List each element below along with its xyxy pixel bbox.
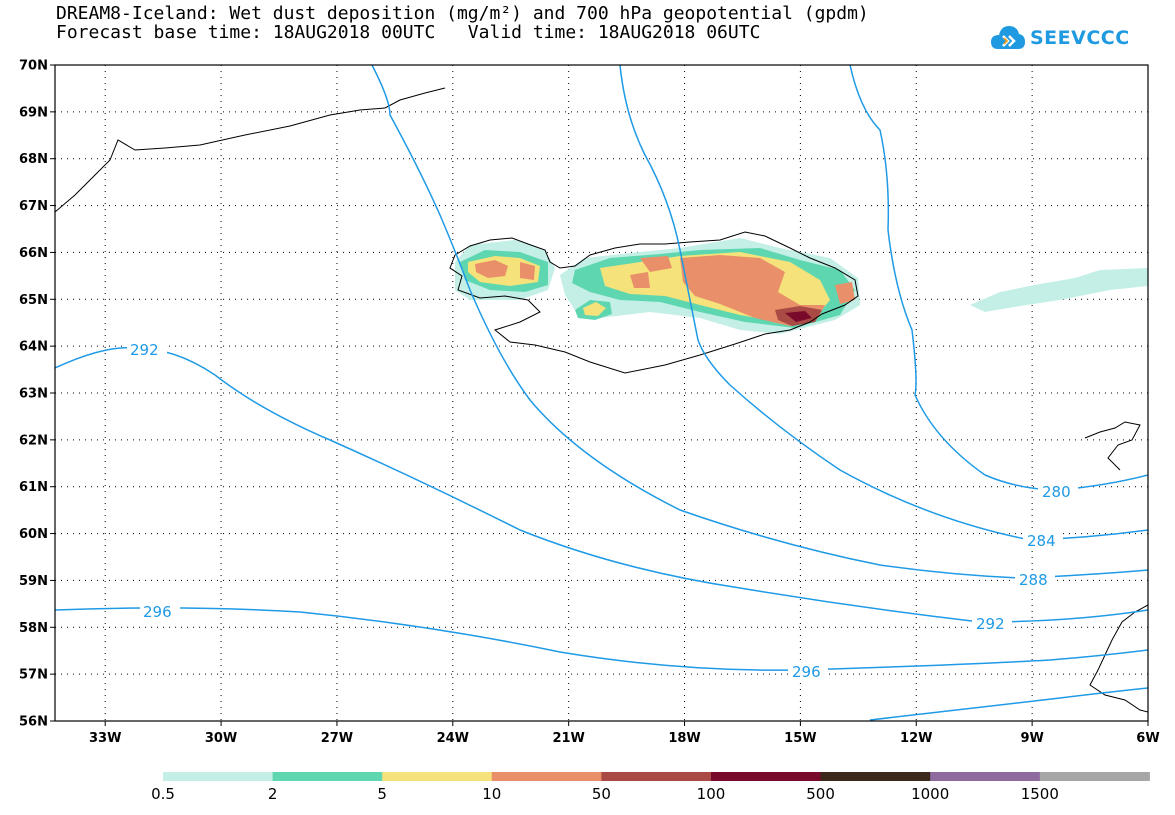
colorbar-swatch bbox=[930, 772, 1041, 781]
colorbar-swatch bbox=[382, 772, 493, 781]
colorbar-swatch bbox=[820, 772, 931, 781]
faroe-shetland-coast bbox=[1084, 421, 1141, 471]
contour-label: 292 bbox=[130, 341, 159, 359]
lat-tick-label: 63N bbox=[19, 387, 48, 402]
colorbar-label: 10 bbox=[482, 785, 501, 803]
dust-area-10 bbox=[835, 282, 855, 304]
lat-tick-label: 66N bbox=[19, 246, 48, 261]
coastlines bbox=[55, 87, 1148, 713]
lat-tick-label: 57N bbox=[19, 668, 48, 683]
contour-label: 280 bbox=[1042, 483, 1071, 501]
contour-284 bbox=[619, 65, 1148, 541]
lat-tick-label: 59N bbox=[19, 574, 48, 589]
lon-tick-label: 27W bbox=[321, 731, 353, 746]
colorbar-label: 2 bbox=[268, 785, 278, 803]
contour-label: 296 bbox=[792, 663, 821, 681]
colorbar-label: 0.5 bbox=[151, 785, 175, 803]
logo-text: SEEVCCC bbox=[1030, 27, 1130, 49]
colorbar-label: 1500 bbox=[1021, 785, 1059, 803]
lon-tick-label: 33W bbox=[89, 731, 121, 746]
colorbar-swatch bbox=[272, 772, 383, 781]
lat-tick-label: 65N bbox=[19, 293, 48, 308]
iceland-coastline bbox=[449, 231, 859, 374]
contour-288 bbox=[371, 65, 1148, 579]
colorbar-label: 50 bbox=[592, 785, 611, 803]
lon-tick-label: 12W bbox=[900, 731, 932, 746]
contour-label: 284 bbox=[1027, 532, 1056, 550]
colorbar-label: 500 bbox=[806, 785, 835, 803]
lat-tick-label: 61N bbox=[19, 480, 48, 495]
colorbar-label: 1000 bbox=[911, 785, 949, 803]
contour-label: 296 bbox=[143, 603, 172, 621]
colorbar-swatch bbox=[163, 772, 274, 781]
map-title: DREAM8-Iceland: Wet dust deposition (mg/… bbox=[56, 3, 869, 24]
colorbar-swatch bbox=[601, 772, 712, 781]
colorbar-swatch bbox=[711, 772, 822, 781]
lon-tick-label: 30W bbox=[205, 731, 237, 746]
colorbar-label: 5 bbox=[377, 785, 387, 803]
lon-tick-label: 15W bbox=[784, 731, 816, 746]
dust-area-10 bbox=[630, 272, 650, 288]
scotland-coastline bbox=[1089, 604, 1148, 713]
contour-southeast bbox=[869, 687, 1148, 721]
dust-deposition-field bbox=[455, 238, 1148, 334]
greenland-coastline bbox=[55, 87, 446, 213]
lon-tick-label: 18W bbox=[668, 731, 700, 746]
dust-area-10 bbox=[475, 260, 508, 278]
contour-296 bbox=[55, 607, 1148, 671]
dust-area-10 bbox=[520, 262, 535, 280]
lat-tick-label: 60N bbox=[19, 527, 48, 542]
colorbar-label: 100 bbox=[697, 785, 726, 803]
contour-label: 292 bbox=[976, 615, 1005, 633]
lat-tick-label: 70N bbox=[19, 59, 48, 74]
contour-292-west bbox=[55, 346, 1148, 623]
cloud-icon bbox=[991, 26, 1025, 49]
colorbar-swatch bbox=[491, 772, 602, 781]
dust-area-10 bbox=[640, 256, 672, 272]
lat-tick-label: 67N bbox=[19, 199, 48, 214]
dust-area-0.5 bbox=[970, 268, 1148, 312]
colorbar-swatch bbox=[1039, 772, 1150, 781]
dust-area-5 bbox=[583, 302, 606, 316]
lat-tick-label: 62N bbox=[19, 433, 48, 448]
lat-tick-label: 64N bbox=[19, 340, 48, 355]
contour-labels: 292 296 280 284 288 292 296 bbox=[127, 340, 1078, 681]
map-subtitle: Forecast base time: 18AUG2018 00UTC Vali… bbox=[56, 22, 761, 43]
lat-tick-label: 69N bbox=[19, 105, 48, 120]
dust-area-100 bbox=[785, 311, 812, 322]
lon-tick-label: 9W bbox=[1020, 731, 1043, 746]
lon-tick-label: 24W bbox=[437, 731, 469, 746]
lat-tick-label: 58N bbox=[19, 621, 48, 636]
lon-tick-label: 6W bbox=[1136, 731, 1159, 746]
contour-label: 288 bbox=[1019, 571, 1048, 589]
colorbar: 0.5 2 5 10 50 100 500 1000 1500 bbox=[151, 772, 1150, 803]
lat-tick-label: 68N bbox=[19, 152, 48, 167]
latitude-axis: 70N 69N 68N 67N 66N 65N 64N 63N 62N 61N 60N 59N 58N 5… bbox=[19, 59, 55, 730]
longitude-axis: 33W 30W 27W 24W 21W 18W 15W 12W 9W 6W bbox=[89, 721, 1160, 746]
lon-tick-label: 21W bbox=[552, 731, 584, 746]
lat-tick-label: 56N bbox=[19, 715, 48, 730]
seevccc-logo: SEEVCCC bbox=[990, 18, 1130, 58]
